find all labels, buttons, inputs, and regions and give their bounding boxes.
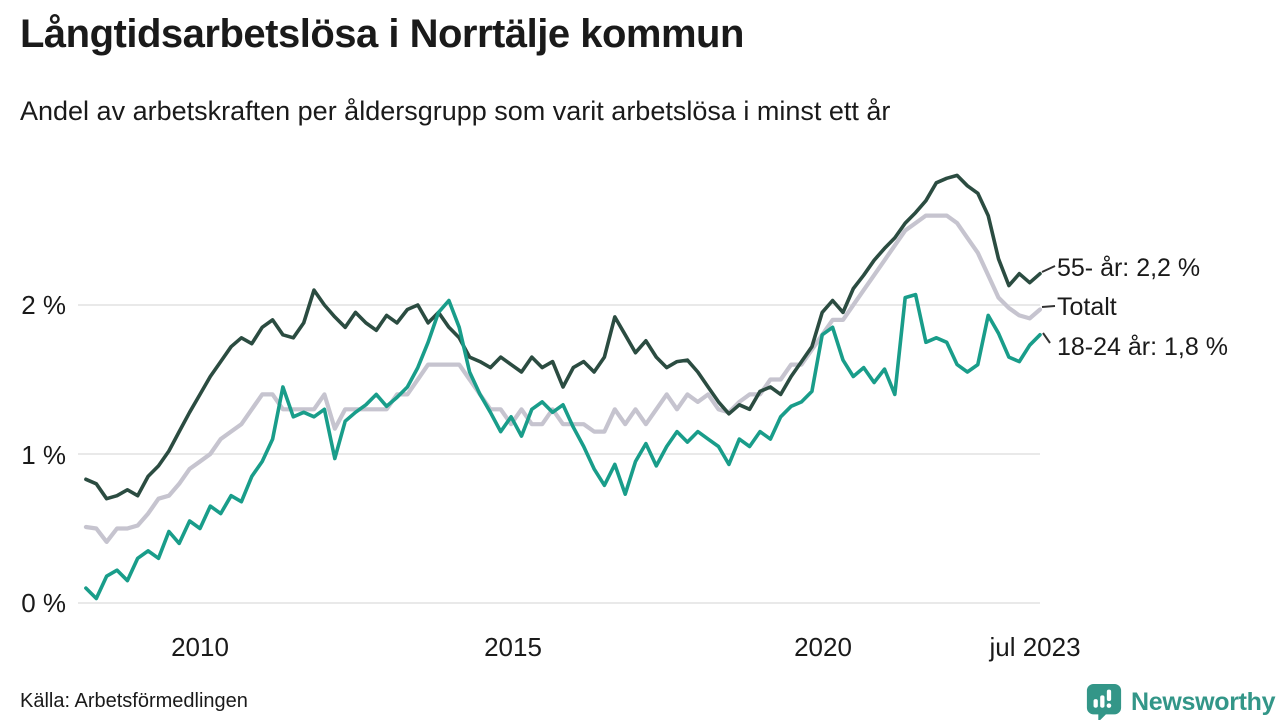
page-subtitle: Andel av arbetskraften per åldersgrupp s… [20,96,891,126]
series-line-totalt [83,213,1043,545]
y-axis-tick-0: 0 % [21,588,66,618]
series-end-label-55: 55- år: 2,2 % [1057,254,1201,282]
page-title: Långtidsarbetslösa i Norrtälje kommun [20,12,744,56]
series-line-18-24-r [84,292,1042,601]
series-line-55-r [84,173,1042,501]
newsworthy-logo-icon [1086,683,1122,720]
gridlines [78,304,1040,604]
series-lines [83,173,1043,601]
brand-name: Newsworthy [1131,687,1276,716]
x-axis-tick-2010: 2010 [171,632,229,662]
brand-lockup: Newsworthy [1085,682,1276,720]
series-end-label-18-24: 18-24 år: 1,8 % [1057,333,1228,361]
series-end-label-totalt: Totalt [1057,293,1117,321]
connector-55-icon [1041,265,1056,273]
x-axis-tick-2020: 2020 [794,632,852,662]
connector-1824-icon [1042,332,1051,344]
y-axis-tick-2: 2 % [21,290,66,320]
connector-totalt-icon [1041,305,1056,308]
y-axis-tick-1: 1 % [21,440,66,470]
source-note: Källa: Arbetsförmedlingen [20,690,248,712]
x-axis-tick-2015: 2015 [484,632,542,662]
x-axis-tick-jul-2023: jul 2023 [989,632,1081,662]
label-connectors [1041,265,1056,344]
